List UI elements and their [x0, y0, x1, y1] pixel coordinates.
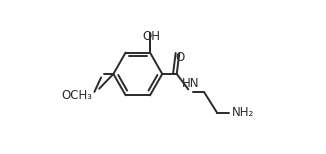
Text: HN: HN: [182, 77, 199, 90]
Text: O: O: [175, 51, 185, 64]
Text: OH: OH: [142, 30, 160, 43]
Text: NH₂: NH₂: [232, 106, 254, 119]
Text: OCH₃: OCH₃: [62, 89, 93, 102]
